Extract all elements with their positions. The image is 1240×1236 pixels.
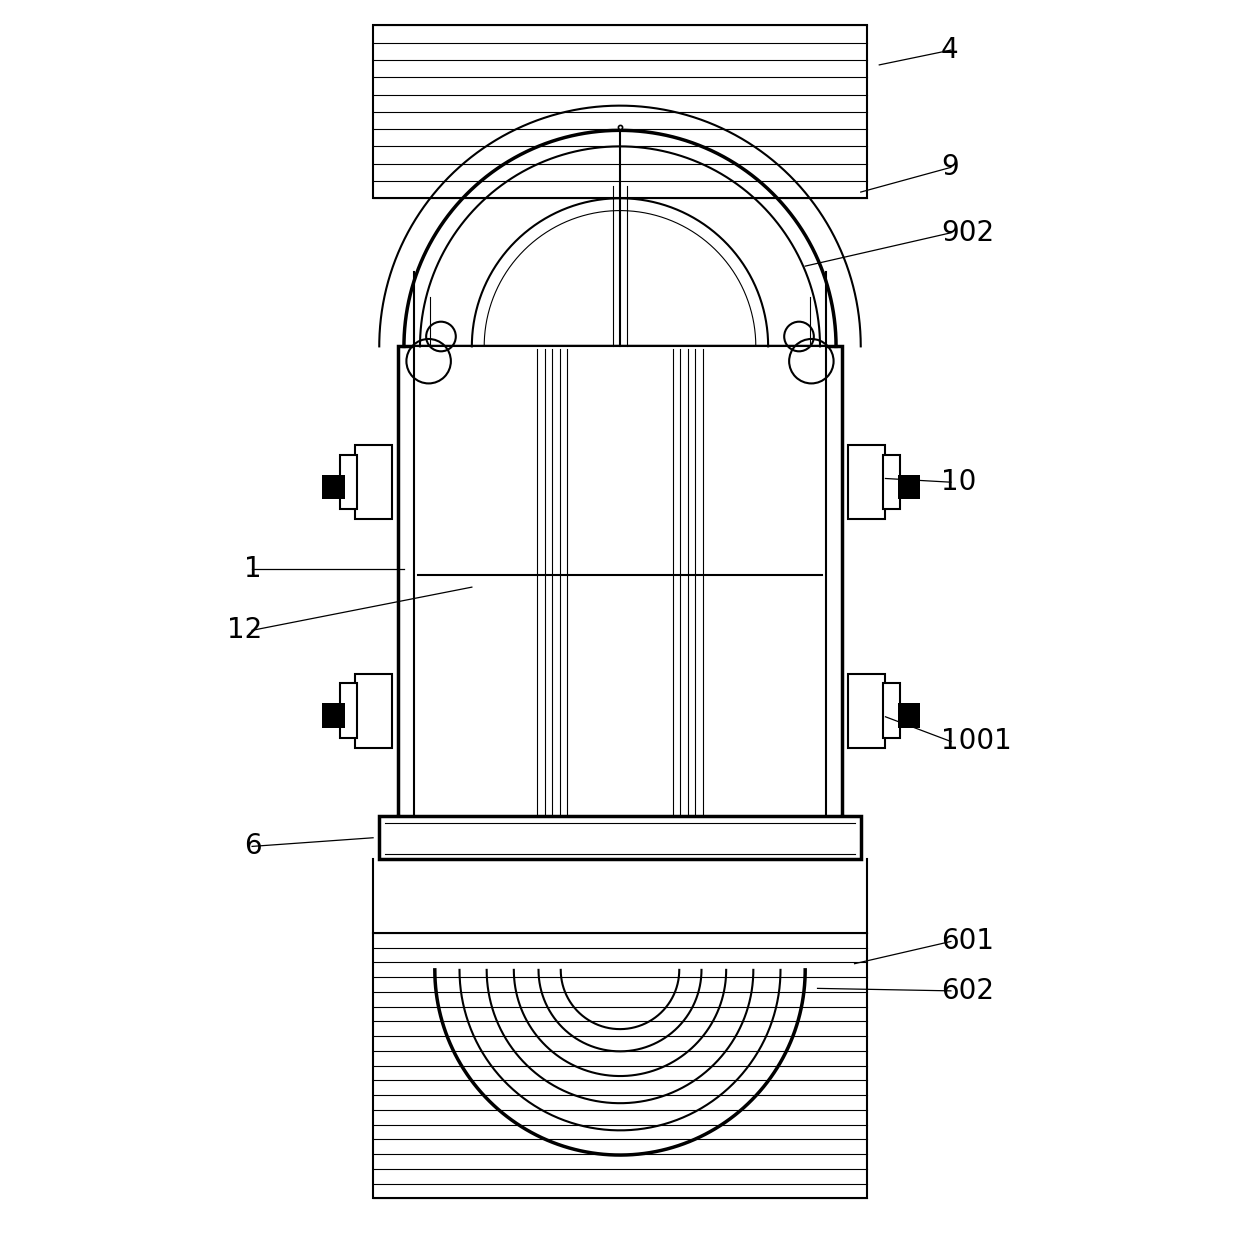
Text: 602: 602 — [941, 976, 994, 1005]
Bar — [398, 346, 842, 828]
Text: 1001: 1001 — [941, 728, 1012, 755]
Bar — [848, 445, 885, 519]
Bar — [355, 674, 392, 748]
Bar — [322, 475, 345, 499]
Text: 12: 12 — [227, 617, 262, 644]
Bar — [355, 445, 392, 519]
Text: 1: 1 — [244, 555, 262, 582]
Text: 902: 902 — [941, 219, 994, 247]
Bar — [340, 684, 357, 738]
Bar — [883, 684, 900, 738]
Bar — [898, 475, 920, 499]
Bar — [340, 455, 357, 509]
Text: 10: 10 — [941, 468, 976, 496]
Text: 9: 9 — [941, 153, 959, 182]
Bar — [898, 703, 920, 728]
Text: 4: 4 — [941, 36, 959, 64]
Bar — [883, 455, 900, 509]
Bar — [414, 346, 826, 828]
Bar — [322, 703, 345, 728]
Bar — [848, 674, 885, 748]
Bar — [373, 26, 867, 198]
Bar — [379, 816, 861, 859]
Bar — [373, 933, 867, 1198]
Text: 601: 601 — [941, 927, 994, 955]
Text: 6: 6 — [244, 832, 262, 860]
